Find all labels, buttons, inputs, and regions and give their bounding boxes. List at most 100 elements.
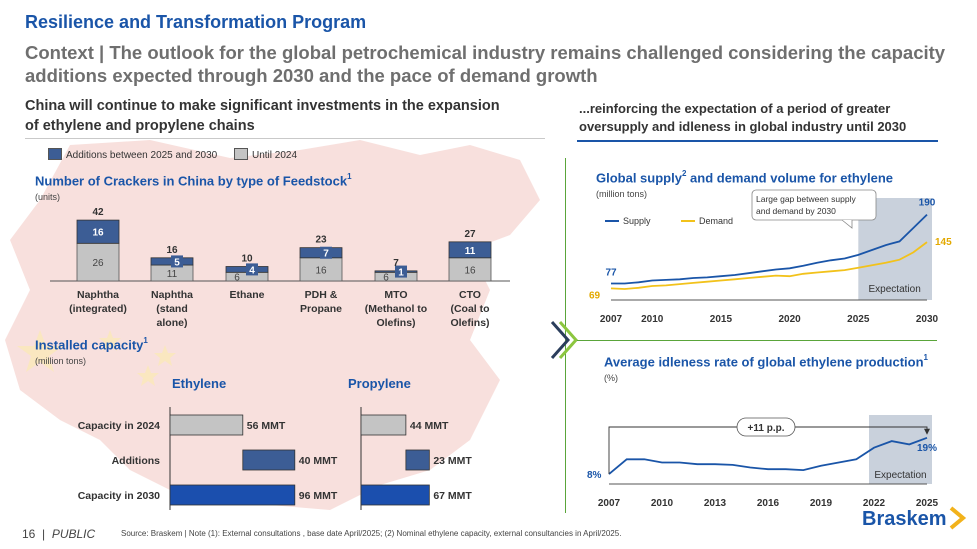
bar-additions <box>76 219 120 244</box>
total-value-label: 42 <box>92 207 104 218</box>
total-value-label: 16 <box>166 245 178 256</box>
supply-title-b: and demand volume for ethylene <box>686 170 894 186</box>
total-value-label: 10 <box>241 254 253 265</box>
capacity-row-label: Capacity in 2024 <box>78 420 160 432</box>
capacity-value-label: 96 MMT <box>299 490 338 502</box>
capacity-bar <box>360 484 430 506</box>
increase-callout-label: +11 p.p. <box>748 423 785 434</box>
total-value-label: 23 <box>315 235 327 246</box>
category-label: Olefins) <box>376 317 415 329</box>
crackers-title-text: Number of Crackers in China by type of F… <box>35 173 348 189</box>
category-label: Naphtha <box>151 289 193 301</box>
x-tick-label: 2013 <box>704 498 727 509</box>
legend-additions: Additions between 2025 and 2030 <box>48 148 217 161</box>
crackers-title-sup: 1 <box>347 172 352 181</box>
until-value-label: 26 <box>92 258 104 269</box>
legend-label-supply: Supply <box>623 216 651 226</box>
installed-title-text: Installed capacity <box>35 337 144 353</box>
until-value-label: 16 <box>464 265 476 276</box>
series-line-demand <box>610 241 928 290</box>
capacity-bar <box>242 449 296 471</box>
x-tick-label: 2025 <box>847 314 870 325</box>
additions-value-chip <box>171 255 183 268</box>
idle-chart-title: Average idleness rate of global ethylene… <box>604 353 928 371</box>
right-subtitle-underline <box>577 140 938 142</box>
capacity-bar <box>405 449 430 471</box>
braskem-logo-icon <box>949 506 966 530</box>
additions-value-chip <box>246 263 258 276</box>
additions-value-label: 5 <box>174 257 180 268</box>
crackers-chart: 261642Naphtha(integrated)11516Naphtha(st… <box>50 207 510 329</box>
expectation-label: Expectation <box>869 284 921 295</box>
idleness-end-label: 19% <box>917 443 937 454</box>
idleness-line <box>608 436 928 475</box>
x-tick-label: 2010 <box>641 314 664 325</box>
additions-value-label: 1 <box>398 268 404 279</box>
footer: 16 | PUBLIC <box>22 527 95 541</box>
x-tick-label: 2019 <box>810 498 833 509</box>
braskem-logo: Braskem <box>862 506 967 531</box>
classification: PUBLIC <box>51 527 96 541</box>
x-tick-label: 2020 <box>778 314 801 325</box>
right-subtitle: ...reinforcing the expectation of a peri… <box>579 101 907 134</box>
supply-chart-title: Global supply2 and demand volume for eth… <box>596 169 893 187</box>
gap-callout-box <box>751 189 877 221</box>
category-label: Propane <box>300 303 342 315</box>
additions-value-chip <box>395 265 407 278</box>
supply-title-a: Global supply <box>596 170 682 186</box>
expectation-label: Expectation <box>874 470 926 481</box>
idle-title-text: Average idleness rate of global ethylene… <box>604 354 924 370</box>
total-value-label: 27 <box>464 229 476 240</box>
idle-title-sup: 1 <box>923 353 928 362</box>
x-tick-label: 2022 <box>863 498 886 509</box>
crackers-title: Number of Crackers in China by type of F… <box>35 172 352 190</box>
category-label: (Methanol to <box>365 303 427 315</box>
until-value-label: 6 <box>234 273 240 284</box>
installed-title: Installed capacity1 <box>35 336 148 354</box>
series-line-supply <box>611 213 928 285</box>
additions-value-label: 4 <box>249 265 255 276</box>
x-tick-label: 2007 <box>598 498 621 509</box>
program-title: Resilience and Transformation Program <box>25 12 367 32</box>
capacity-value-label: 23 MMT <box>433 455 472 467</box>
capacity-bar <box>360 414 407 436</box>
x-tick-label: 2030 <box>916 314 939 325</box>
additions-value-label: 16 <box>92 228 104 239</box>
category-label: (stand <box>156 303 188 315</box>
bar-additions <box>448 241 492 259</box>
until-value-label: 11 <box>167 269 178 280</box>
until-value-label: 16 <box>315 265 327 276</box>
category-label: PDH & <box>305 289 338 301</box>
additions-value-chip <box>320 246 332 259</box>
x-tick-label: 2016 <box>757 498 780 509</box>
horizontal-divider <box>577 340 937 341</box>
propylene-label: Propylene <box>348 376 411 391</box>
map-stars <box>17 330 176 386</box>
demand-end-label: 145 <box>935 237 952 248</box>
capacity-value-label: 56 MMT <box>247 420 286 432</box>
x-tick-label: 2015 <box>710 314 733 325</box>
legend-additions-label: Additions between 2025 and 2030 <box>66 150 218 161</box>
total-value-label: 7 <box>393 258 399 269</box>
category-label: (integrated) <box>69 303 127 315</box>
x-tick-label: 2007 <box>600 314 623 325</box>
bracket-arrowhead <box>924 428 930 435</box>
supply-title-sup: 2 <box>681 169 687 178</box>
supply-unit: (million tons) <box>596 189 648 199</box>
supply-start-label: 77 <box>605 268 617 279</box>
category-label: (Coal to <box>450 303 489 315</box>
left-subtitle-underline <box>25 138 545 139</box>
capacity-bar <box>169 414 244 436</box>
x-tick-label: 2025 <box>916 498 939 509</box>
gap-callout-pointer <box>841 219 853 229</box>
idleness-chart: Expectation 2007 2010 2013 2016 2019 2022 2025 +… <box>587 415 939 509</box>
page-headline: Context | The outlook for the global pet… <box>25 42 946 86</box>
legend-until: Until 2024 <box>234 148 297 161</box>
demand-start-label: 69 <box>589 290 601 301</box>
chevron-right-icon <box>550 321 579 359</box>
capacity-row-label: Capacity in 2030 <box>78 490 160 502</box>
idleness-start-label: 8% <box>587 470 602 481</box>
category-label: Ethane <box>229 289 264 301</box>
legend-label-demand: Demand <box>699 216 733 226</box>
supply-end-label: 190 <box>919 198 936 209</box>
